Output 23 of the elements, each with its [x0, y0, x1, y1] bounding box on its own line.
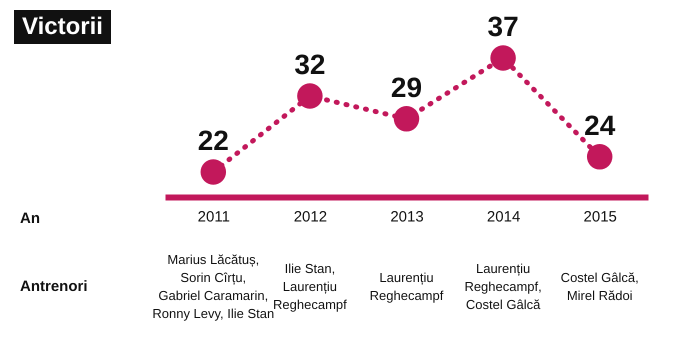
x-tick-label: 2015 — [584, 208, 617, 226]
text: Antrenori — [20, 278, 88, 295]
data-label: 22 — [198, 125, 229, 156]
text: Ilie Stan, Laurențiu Reghecampf — [273, 261, 348, 312]
x-tick-label: 2012 — [294, 208, 328, 226]
text: Costel Gâlcă, Mirel Rădoi — [560, 270, 639, 303]
text: Laurențiu Reghecampf, Costel Gâlcă — [464, 261, 542, 312]
text: An — [20, 210, 40, 227]
point — [394, 106, 420, 132]
x-tick-label: 2014 — [486, 208, 520, 226]
point — [490, 45, 516, 71]
point — [200, 159, 226, 185]
point — [586, 144, 612, 170]
data-label: 24 — [584, 110, 616, 141]
x-tick-label: 2013 — [390, 208, 424, 226]
text: Laurențiu Reghecampf — [370, 270, 444, 303]
text: Marius Lăcătuș, Sorin Cîrțu, Gabriel Caramarin, Ronny Levy, Ilie Stan — [152, 252, 274, 321]
chart-title: Victorii — [14, 10, 111, 44]
data-label: 29 — [390, 72, 422, 103]
data-label: 32 — [294, 49, 326, 80]
data-label: 37 — [488, 11, 519, 42]
point — [297, 83, 323, 109]
x-tick-label: 2011 — [198, 208, 230, 226]
